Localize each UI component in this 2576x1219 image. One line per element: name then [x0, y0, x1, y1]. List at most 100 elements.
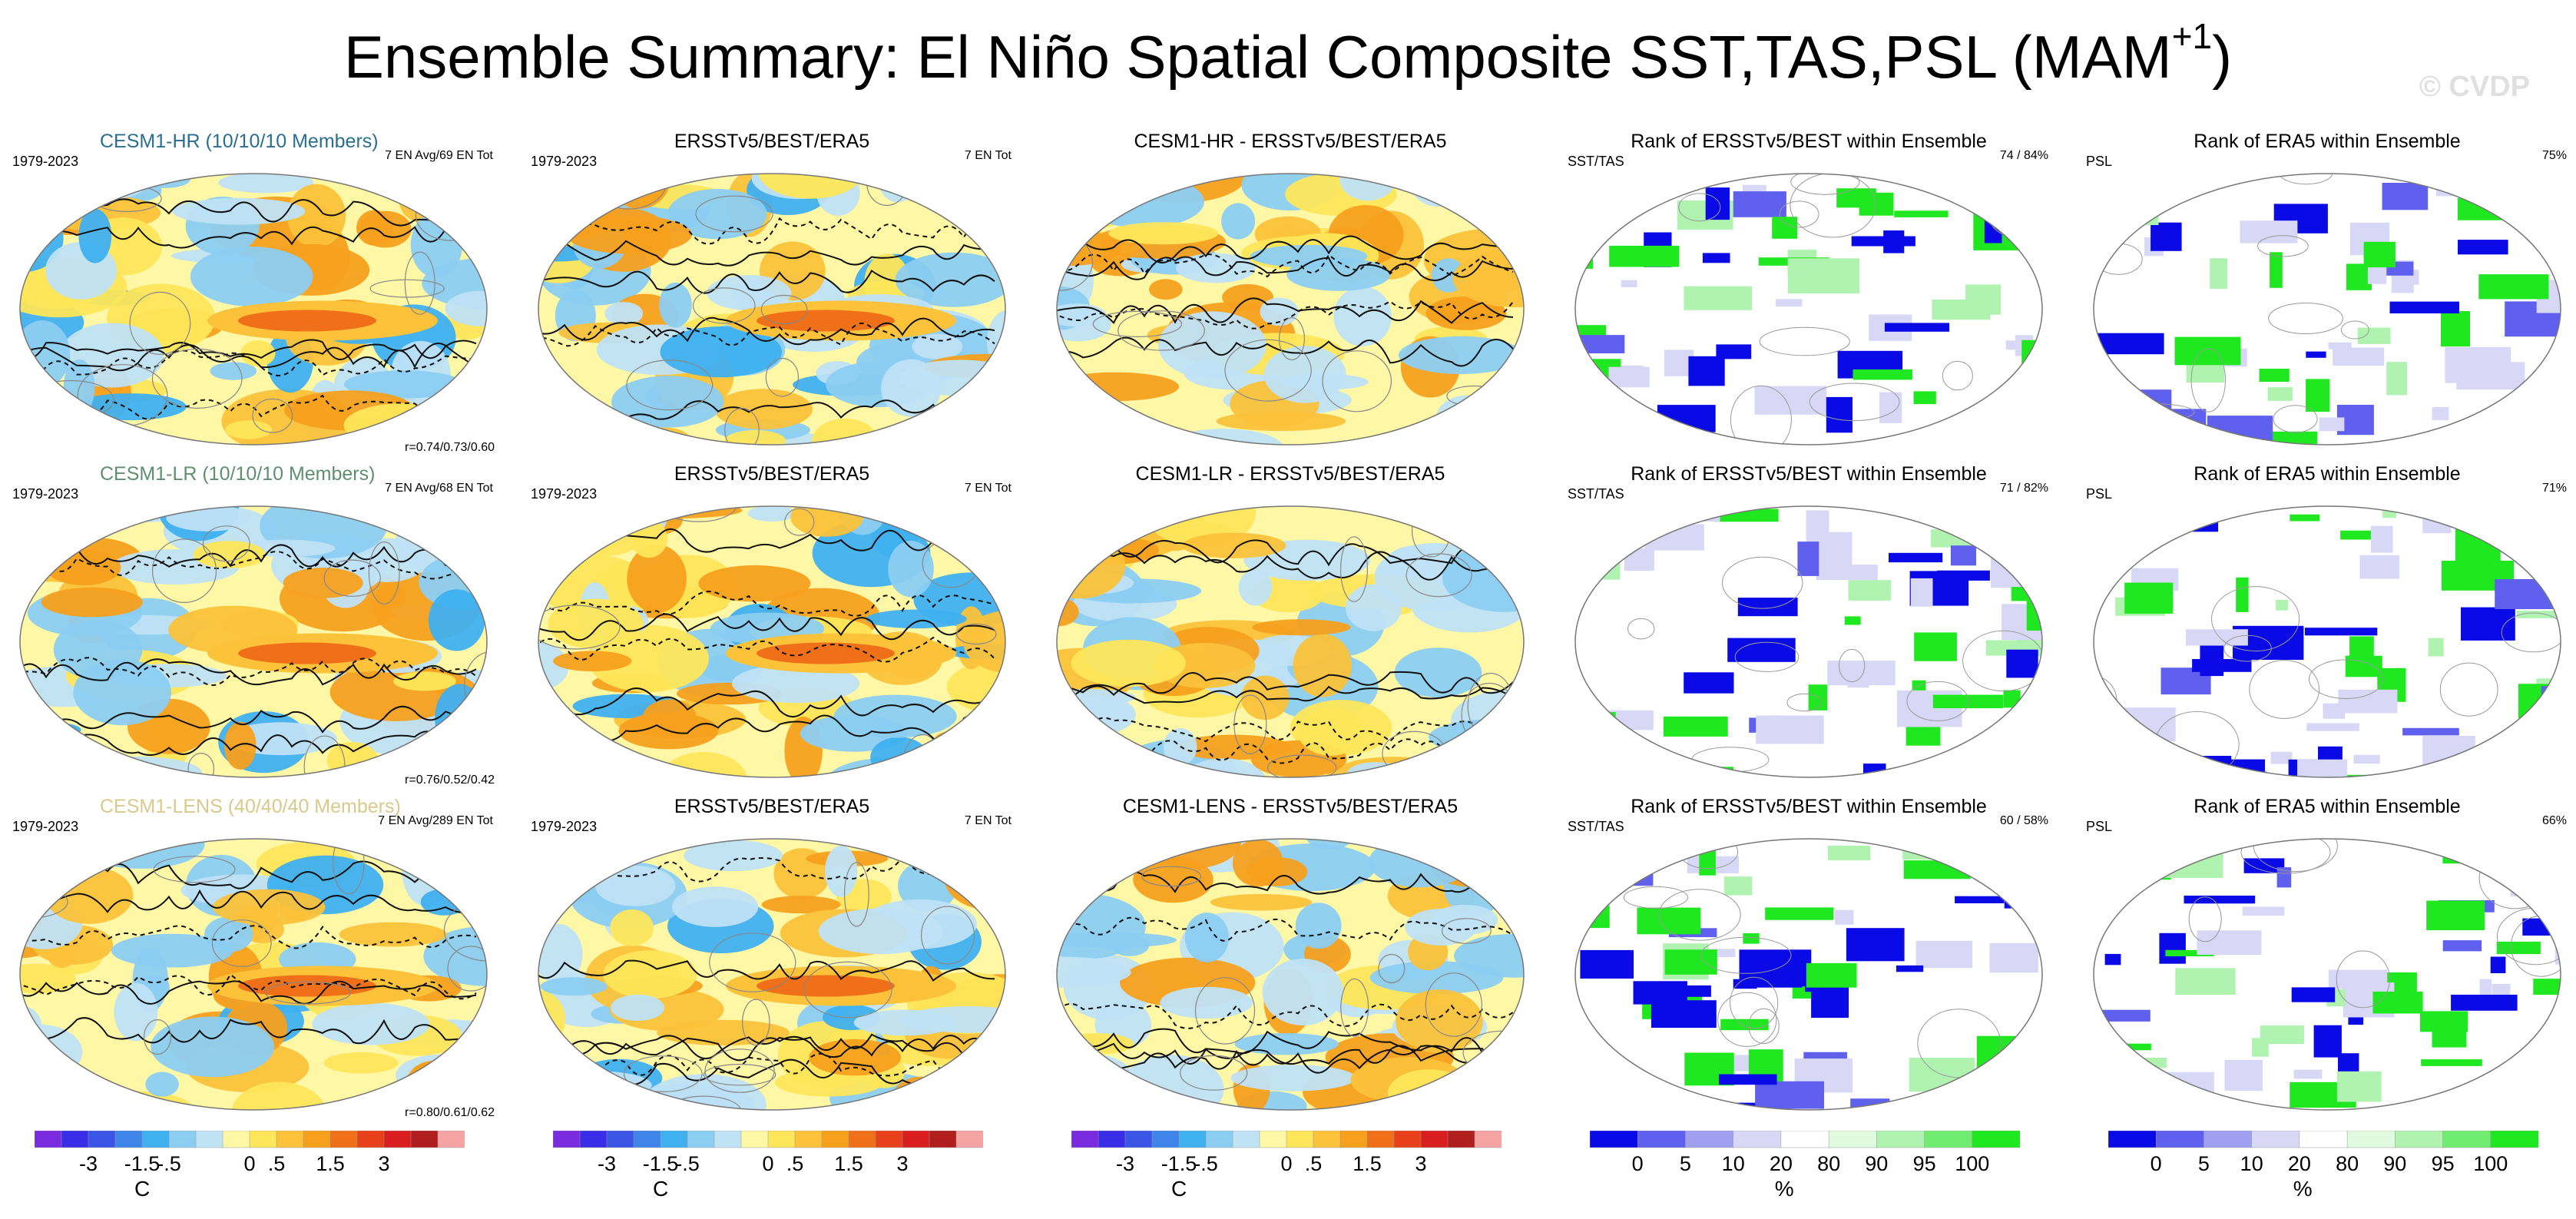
panel-title: CESM1-LENS (40/40/40 Members) [100, 796, 401, 817]
colorbar-swatch [606, 1131, 634, 1148]
colorbar-unit: C [1171, 1177, 1187, 1201]
colorbar-swatch [1447, 1131, 1475, 1148]
panel-right-label: 74 / 84% [1999, 149, 2048, 162]
colorbar-tick-label: 80 [1817, 1152, 1840, 1175]
panel-title: Rank of ERSSTv5/BEST within Ensemble [1631, 796, 1987, 817]
colorbar-swatch [1313, 1131, 1341, 1148]
map-diff [1056, 173, 1525, 446]
colorbar-swatch [114, 1131, 143, 1148]
colorbar-tick-label: 0 [1280, 1152, 1292, 1175]
colorbar-swatch [2155, 1131, 2205, 1148]
panel-right-label: 71% [2541, 482, 2567, 495]
colorbar-tick-label: 0 [2151, 1152, 2162, 1175]
model-panel-row3: CESM1-LENS (40/40/40 Members) 1979-2023 7 … [8, 796, 499, 1126]
panel-right-label: 7 EN Tot [964, 814, 1012, 827]
panel-title: CESM1-LENS - ERSSTv5/BEST/ERA5 [1122, 796, 1459, 817]
map-rank [2093, 838, 2561, 1111]
colorbar-swatch [2442, 1131, 2492, 1148]
colorbar-swatch [168, 1131, 197, 1148]
colorbar-swatch [1780, 1131, 1829, 1148]
colorbar-swatch [1590, 1131, 1638, 1148]
colorbar-tick-label: 0 [243, 1152, 255, 1175]
colorbar-swatch [383, 1131, 412, 1148]
colorbar-swatch [848, 1131, 876, 1148]
panel-left-label: 1979-2023 [531, 154, 598, 169]
colorbar-tick-label: 100 [2473, 1152, 2508, 1175]
rank-sst-panel-row1: Rank of ERSSTv5/BEST within Ensemble SST/… [1563, 131, 2055, 461]
panel-title: Rank of ERSSTv5/BEST within Ensemble [1631, 463, 1987, 485]
panel-left-label: PSL [2086, 486, 2113, 502]
map-diff [1056, 505, 1525, 778]
colorbar-swatch [929, 1131, 957, 1148]
colorbar-swatch [303, 1131, 331, 1148]
colorbar-unit: % [1774, 1177, 1794, 1201]
obs-panel-row1: ERSSTv5/BEST/ERA5 1979-2023 7 EN Tot [526, 131, 1018, 461]
panel-title: CESM1-LR - ERSSTv5/BEST/ERA5 [1135, 463, 1445, 485]
colorbar-tick-label: 0 [1632, 1152, 1644, 1175]
diff-panel-row1: CESM1-HR - ERSSTv5/BEST/ERA5 [1045, 131, 1536, 461]
colorbar-tick-label: 90 [1865, 1152, 1888, 1175]
colorbar-tick-label: -3 [598, 1152, 616, 1175]
colorbar-swatch [61, 1131, 89, 1148]
colorbar-swatch [35, 1131, 62, 1148]
map-rank [1574, 505, 2043, 778]
rank-psl-panel-row2: Rank of ERA5 within Ensemble PSL 71% [2081, 463, 2573, 793]
colorbar-tick-label: 100 [1955, 1152, 1989, 1175]
colorbar-swatch [1828, 1131, 1878, 1148]
colorbar-tick-label: 0 [762, 1152, 773, 1175]
panel-left-label: SST/TAS [1568, 154, 1624, 169]
colorbar-tick-label: 95 [1913, 1152, 1936, 1175]
panel-right-label: 7 EN Avg/289 EN Tot [378, 814, 493, 827]
colorbar-swatch [1685, 1131, 1734, 1148]
map-rank [1574, 838, 2043, 1111]
colorbar-unit: C [653, 1177, 669, 1201]
panel-left-label: PSL [2086, 154, 2113, 169]
colorbar-tick-label: .5 [786, 1152, 804, 1175]
panel-right-label: 75% [2541, 149, 2567, 162]
colorbar-tick-label: -.5 [1194, 1152, 1218, 1175]
colorbar-tick-label: 1.5 [834, 1152, 863, 1175]
colorbar-swatch [955, 1131, 983, 1148]
panel-left-label: 1979-2023 [531, 819, 598, 834]
colorbar-swatch [88, 1131, 116, 1148]
obs-panel-row2: ERSSTv5/BEST/ERA5 1979-2023 7 EN Tot [526, 463, 1018, 793]
colorbar-swatch [329, 1131, 358, 1148]
panel-title: CESM1-HR (10/10/10 Members) [100, 131, 379, 152]
colorbar-swatch [579, 1131, 608, 1148]
colorbar-unit: C [134, 1177, 151, 1201]
colorbar-swatch [633, 1131, 661, 1148]
colorbar-svg: -3 -1.5-.5 0 .5 1.5 3 [35, 1131, 465, 1175]
colorbar-swatch [714, 1131, 742, 1148]
temperature-colorbar-2: -3 -1.5 -.5 0 .5 1.5 3 C [553, 1131, 983, 1207]
colorbar-tick-label: 3 [1415, 1152, 1426, 1175]
colorbar-swatch [2346, 1131, 2396, 1148]
panel-right-label: 7 EN Tot [964, 149, 1012, 162]
panel-left-label: PSL [2086, 819, 2113, 834]
colorbar-swatch [1232, 1131, 1260, 1148]
map-temp [538, 173, 1006, 446]
colorbar-svg: -3 -1.5-.5 0 .5 1.5 3 [553, 1131, 983, 1175]
rank-psl-panel-row3: Rank of ERA5 within Ensemble PSL 66% [2081, 796, 2573, 1126]
rank-psl-panel-row1: Rank of ERA5 within Ensemble PSL 75% [2081, 131, 2573, 461]
panel-left-label: SST/TAS [1568, 486, 1624, 502]
panel-title: ERSSTv5/BEST/ERA5 [674, 796, 870, 817]
colorbar-swatch [740, 1131, 769, 1148]
colorbar-swatch [1178, 1131, 1207, 1148]
colorbar-tick-label: -1.5 [124, 1152, 161, 1175]
colorbar-tick-label: 95 [2432, 1152, 2455, 1175]
colorbar-tick-label: 1.5 [316, 1152, 345, 1175]
panel-left-label: 1979-2023 [531, 486, 598, 502]
panel-left-label: 1979-2023 [12, 154, 79, 169]
colorbar-tick-label: -1.5 [1161, 1152, 1197, 1175]
colorbar-tick-label: 20 [2288, 1152, 2311, 1175]
map-diff [1056, 838, 1525, 1111]
colorbar-swatch [902, 1131, 930, 1148]
map-temp [538, 505, 1006, 778]
colorbar-swatch [687, 1131, 715, 1148]
colorbar-tick-label: -1.5 [643, 1152, 679, 1175]
colorbar-swatch [767, 1131, 796, 1148]
panel-right-label: 66% [2541, 814, 2567, 827]
colorbar-swatch [141, 1131, 170, 1148]
colorbar-tick-label: 3 [378, 1152, 389, 1175]
colorbar-swatch [249, 1131, 277, 1148]
